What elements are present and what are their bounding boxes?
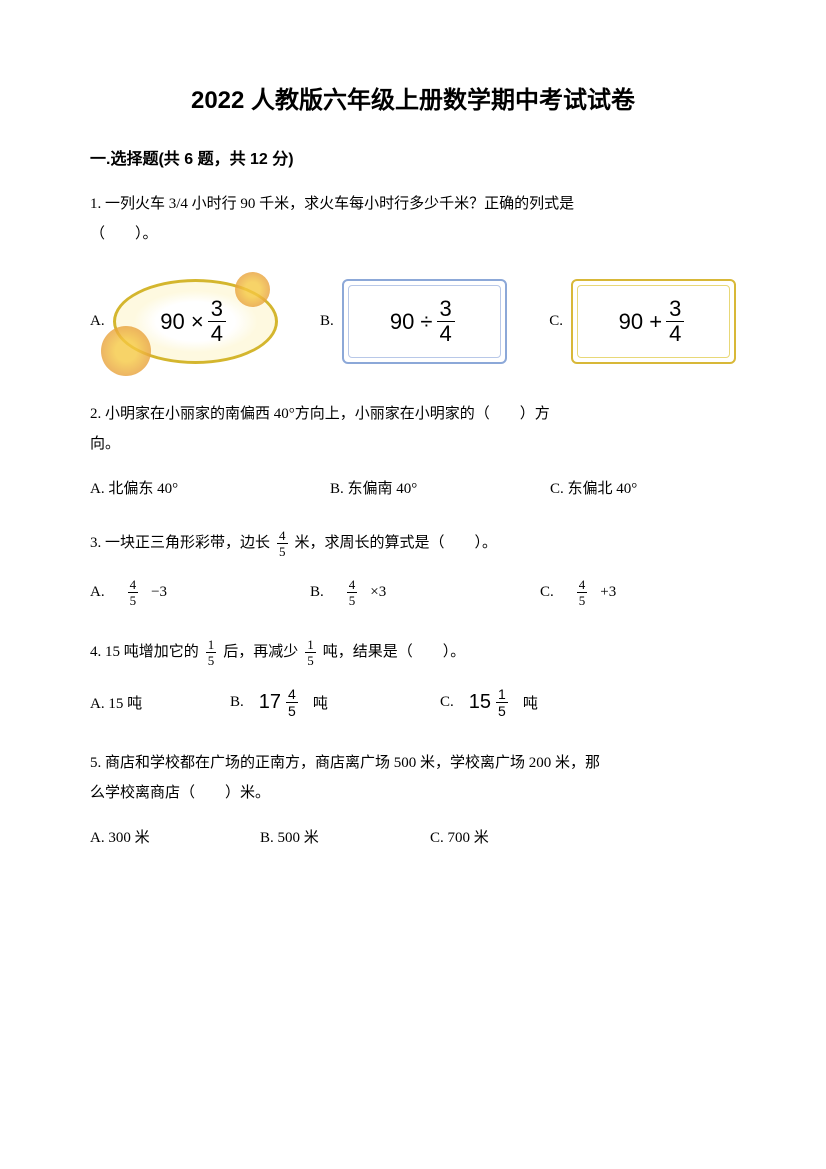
q2-optC: C. 东偏北 40° (550, 477, 637, 498)
q2-text-line2: 向。 (90, 429, 736, 459)
q4-text-after: 吨，结果是（ ）。 (323, 637, 466, 667)
q2-optA: A. 北偏东 40° (90, 477, 330, 498)
frac-den: 5 (577, 593, 588, 607)
frac-num: 1 (305, 638, 316, 653)
q5-options: A. 300 米 B. 500 米 C. 700 米 (90, 826, 736, 847)
frac-num: 4 (577, 578, 588, 593)
question-2: 2. 小明家在小丽家的南偏西 40°方向上，小丽家在小明家的（ ）方 向。 (90, 399, 736, 459)
q3-optA-frac: 4 5 (128, 578, 139, 607)
frac-num: 4 (128, 578, 139, 593)
frac-den: 5 (347, 593, 358, 607)
q2-text-line1: 2. 小明家在小丽家的南偏西 40°方向上，小丽家在小明家的（ ）方 (90, 399, 736, 429)
q1-b-expr: 90 ÷ (390, 309, 433, 335)
q1-optC-label: C. (549, 313, 563, 330)
q1-card-b: 90 ÷ 3 4 (342, 279, 507, 364)
q1-card-c: 90 + 3 4 (571, 279, 736, 364)
q4-frac2: 1 5 (305, 638, 316, 667)
mixed-int: 17 (259, 691, 281, 714)
q1-b-fraction: 3 4 (437, 298, 455, 345)
frac-num: 4 (277, 529, 288, 544)
q4-optB-label: B. (230, 694, 244, 711)
q1-options: A. 90 × 3 4 B. 90 ÷ 3 4 C. 90 + 3 4 (90, 279, 736, 364)
q3-optC-after: +3 (600, 584, 616, 601)
q4-text-before: 4. 15 吨增加它的 (90, 637, 199, 667)
q1-c-expr: 90 + (619, 309, 662, 335)
frac-num: 1 (206, 638, 217, 653)
q3-optB: B. 4 5 ×3 (310, 578, 540, 607)
frac-den: 4 (208, 322, 226, 345)
q4-optB-mixed: 17 4 5 (259, 687, 301, 718)
q4-options: A. 15 吨 B. 17 4 5 吨 C. 15 1 5 吨 (90, 687, 736, 718)
frac-den: 5 (305, 653, 316, 667)
mixed-frac: 4 5 (286, 687, 298, 718)
frac-den: 5 (206, 653, 217, 667)
q1-text-line1: 1. 一列火车 3/4 小时行 90 千米，求火车每小时行多少千米？正确的列式是 (90, 189, 736, 219)
frac-num: 3 (666, 298, 684, 322)
q1-optA-label: A. (90, 313, 105, 330)
q2-options: A. 北偏东 40° B. 东偏南 40° C. 东偏北 40° (90, 477, 736, 498)
q5-optA: A. 300 米 (90, 826, 260, 847)
frac-den: 5 (496, 703, 508, 718)
q1-text-line2: （ ）。 (90, 219, 736, 249)
q3-fraction: 4 5 (277, 529, 288, 558)
q1-a-fraction: 3 4 (208, 298, 226, 345)
frac-den: 4 (666, 322, 684, 345)
q5-optB: B. 500 米 (260, 826, 430, 847)
frac-num: 4 (286, 687, 298, 703)
q3-optB-after: ×3 (370, 584, 386, 601)
q3-optC: C. 4 5 +3 (540, 578, 616, 607)
q3-optA-label: A. (90, 584, 105, 601)
q5-text-line1: 5. 商店和学校都在广场的正南方，商店离广场 500 米，学校离广场 200 米… (90, 748, 736, 778)
q4-optA: A. 15 吨 (90, 692, 230, 713)
frac-den: 4 (437, 322, 455, 345)
question-1: 1. 一列火车 3/4 小时行 90 千米，求火车每小时行多少千米？正确的列式是… (90, 189, 736, 249)
q4-optC-unit: 吨 (523, 692, 538, 713)
q1-option-b: B. 90 ÷ 3 4 (320, 279, 507, 364)
q3-optC-frac: 4 5 (577, 578, 588, 607)
q1-card-a: 90 × 3 4 (113, 279, 278, 364)
q3-options: A. 4 5 −3 B. 4 5 ×3 C. 4 5 +3 (90, 578, 736, 607)
q1-option-a: A. 90 × 3 4 (90, 279, 278, 364)
q4-text-mid: 后，再减少 (223, 637, 298, 667)
q3-optC-label: C. (540, 584, 554, 601)
frac-num: 4 (347, 578, 358, 593)
q3-optA-after: −3 (151, 584, 167, 601)
frac-num: 3 (208, 298, 226, 322)
mixed-int: 15 (469, 691, 491, 714)
q3-text-after: 米，求周长的算式是（ ）。 (295, 528, 498, 558)
q3-optB-label: B. (310, 584, 324, 601)
frac-num: 1 (496, 687, 508, 703)
frac-den: 5 (286, 703, 298, 718)
q5-text-line2: 么学校离商店（ ）米。 (90, 778, 736, 808)
q4-optC-mixed: 15 1 5 (469, 687, 511, 718)
q1-optB-label: B. (320, 313, 334, 330)
q1-a-expr: 90 × (160, 309, 203, 335)
q3-optB-frac: 4 5 (347, 578, 358, 607)
q1-option-c: C. 90 + 3 4 (549, 279, 736, 364)
section-header: 一.选择题(共 6 题，共 12 分) (90, 145, 736, 169)
q4-frac1: 1 5 (206, 638, 217, 667)
q4-optB-unit: 吨 (313, 692, 328, 713)
q5-optC: C. 700 米 (430, 826, 489, 847)
frac-num: 3 (437, 298, 455, 322)
page-title: 2022 人教版六年级上册数学期中考试试卷 (90, 80, 736, 115)
question-4: 4. 15 吨增加它的 1 5 后，再减少 1 5 吨，结果是（ ）。 (90, 637, 736, 667)
q3-optA: A. 4 5 −3 (90, 578, 310, 607)
q3-text-before: 3. 一块正三角形彩带，边长 (90, 528, 270, 558)
question-5: 5. 商店和学校都在广场的正南方，商店离广场 500 米，学校离广场 200 米… (90, 748, 736, 808)
q4-optC: C. 15 1 5 吨 (440, 687, 538, 718)
q4-optC-label: C. (440, 694, 454, 711)
frac-den: 5 (128, 593, 139, 607)
q2-optB: B. 东偏南 40° (330, 477, 550, 498)
frac-den: 5 (277, 544, 288, 558)
question-3: 3. 一块正三角形彩带，边长 4 5 米，求周长的算式是（ ）。 (90, 528, 736, 558)
q4-optB: B. 17 4 5 吨 (230, 687, 440, 718)
mixed-frac: 1 5 (496, 687, 508, 718)
q1-c-fraction: 3 4 (666, 298, 684, 345)
